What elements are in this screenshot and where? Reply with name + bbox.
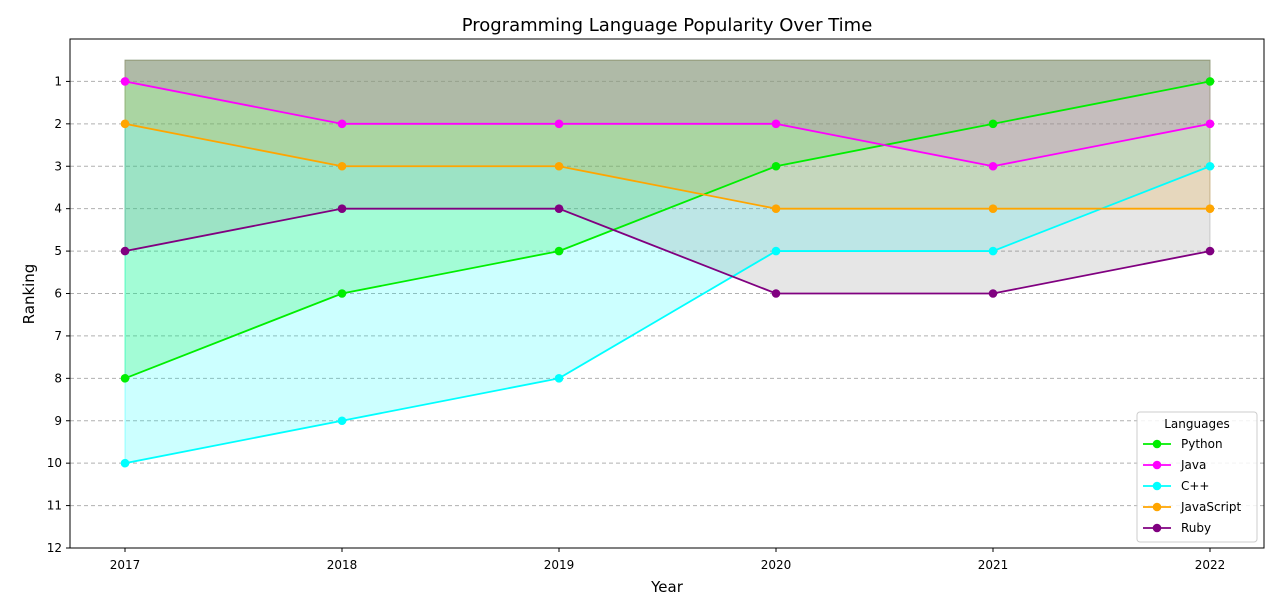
x-tick-label: 2020	[761, 558, 792, 572]
legend-item-ruby: Ruby	[1143, 521, 1211, 535]
data-point-ruby	[337, 204, 347, 213]
y-tick-label: 1	[54, 74, 62, 88]
data-point-java	[554, 119, 564, 129]
y-tick-label: 8	[54, 371, 62, 385]
data-point-javascript	[988, 204, 998, 213]
data-point-javascript	[771, 204, 781, 213]
x-axis-ticks: 2017 2018 2019 2020 2021 2022	[110, 548, 1226, 572]
legend: Languages Python Java C++ JavaScript Ruby	[1136, 411, 1258, 543]
x-tick-label: 2019	[544, 558, 575, 572]
data-point-python	[554, 246, 564, 256]
y-tick-label: 5	[54, 244, 62, 258]
data-point-ruby	[554, 204, 564, 213]
x-tick-label: 2017	[110, 558, 141, 572]
legend-marker	[1152, 481, 1162, 491]
x-tick-label: 2021	[978, 558, 1009, 572]
y-tick-label: 12	[47, 541, 62, 555]
data-point-cpp	[1205, 161, 1215, 171]
data-point-cpp	[120, 458, 130, 468]
data-point-java	[1205, 119, 1215, 129]
data-point-javascript	[337, 161, 347, 171]
legend-items: Python Java C++ JavaScript Ruby	[1143, 437, 1241, 535]
data-point-cpp	[988, 246, 998, 256]
legend-marker	[1152, 502, 1162, 512]
legend-marker	[1152, 523, 1162, 533]
series-line-ruby	[124, 207, 1211, 295]
data-point-ruby	[1205, 246, 1215, 256]
data-point-javascript	[1205, 204, 1215, 213]
y-axis-label: Ranking	[20, 264, 38, 325]
data-point-ruby	[988, 289, 998, 298]
legend-label: Ruby	[1181, 521, 1211, 535]
data-point-python	[771, 161, 781, 171]
data-point-ruby	[771, 289, 781, 298]
data-point-cpp	[771, 246, 781, 256]
legend-item-cpp: C++	[1143, 479, 1210, 493]
series-points	[120, 77, 1215, 468]
legend-label: C++	[1181, 479, 1210, 493]
series-line-python	[124, 80, 1211, 380]
legend-item-python: Python	[1143, 437, 1223, 451]
legend-label: Java	[1180, 458, 1206, 472]
series-lines	[124, 80, 1211, 465]
data-point-python	[1205, 77, 1215, 86]
data-point-javascript	[120, 119, 130, 129]
data-point-javascript	[554, 161, 564, 171]
data-point-java	[337, 119, 347, 129]
chart-title: Programming Language Popularity Over Tim…	[462, 15, 873, 36]
y-tick-label: 2	[54, 117, 62, 131]
data-point-python	[988, 119, 998, 129]
data-point-java	[988, 161, 998, 171]
data-point-python	[337, 289, 347, 298]
data-point-cpp	[337, 416, 347, 426]
y-tick-label: 10	[47, 456, 62, 470]
data-point-java	[771, 119, 781, 129]
series-line-javascript	[124, 122, 1210, 210]
legend-item-java: Java	[1143, 458, 1206, 472]
x-tick-label: 2022	[1195, 558, 1226, 572]
y-tick-label: 7	[54, 329, 62, 343]
data-point-java	[120, 77, 130, 86]
data-point-ruby	[120, 246, 130, 256]
legend-marker	[1152, 460, 1162, 470]
legend-label: Python	[1181, 437, 1223, 451]
series-line-java	[124, 80, 1211, 168]
x-axis-label: Year	[650, 578, 684, 596]
y-tick-label: 3	[54, 159, 62, 173]
legend-item-javascript: JavaScript	[1143, 500, 1241, 514]
data-point-cpp	[554, 374, 564, 383]
series-line-cpp	[124, 165, 1211, 465]
area-fills	[124, 59, 1211, 464]
x-tick-label: 2018	[327, 558, 358, 572]
y-tick-label: 9	[54, 414, 62, 428]
data-point-python	[120, 374, 130, 383]
legend-label: JavaScript	[1180, 500, 1241, 514]
y-tick-label: 6	[54, 287, 62, 301]
y-tick-label: 4	[54, 202, 62, 216]
y-tick-label: 11	[47, 499, 62, 513]
legend-title: Languages	[1164, 417, 1229, 431]
legend-marker	[1152, 439, 1162, 449]
